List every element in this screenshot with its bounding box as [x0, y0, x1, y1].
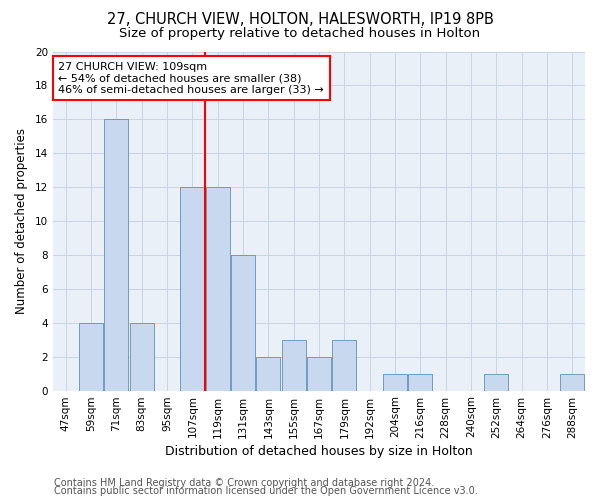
Bar	[206, 187, 230, 390]
Y-axis label: Number of detached properties: Number of detached properties	[15, 128, 28, 314]
Text: 27, CHURCH VIEW, HOLTON, HALESWORTH, IP19 8PB: 27, CHURCH VIEW, HOLTON, HALESWORTH, IP1…	[107, 12, 493, 28]
X-axis label: Distribution of detached houses by size in Holton: Distribution of detached houses by size …	[165, 444, 473, 458]
Bar	[104, 120, 128, 390]
Bar	[307, 356, 331, 390]
Bar	[383, 374, 407, 390]
Text: Contains public sector information licensed under the Open Government Licence v3: Contains public sector information licen…	[54, 486, 478, 496]
Bar	[231, 255, 255, 390]
Text: Contains HM Land Registry data © Crown copyright and database right 2024.: Contains HM Land Registry data © Crown c…	[54, 478, 434, 488]
Text: 27 CHURCH VIEW: 109sqm
← 54% of detached houses are smaller (38)
46% of semi-det: 27 CHURCH VIEW: 109sqm ← 54% of detached…	[58, 62, 324, 95]
Bar	[484, 374, 508, 390]
Bar	[332, 340, 356, 390]
Bar	[130, 323, 154, 390]
Text: Size of property relative to detached houses in Holton: Size of property relative to detached ho…	[119, 28, 481, 40]
Bar	[181, 187, 205, 390]
Bar	[560, 374, 584, 390]
Bar	[409, 374, 433, 390]
Bar	[79, 323, 103, 390]
Bar	[256, 356, 280, 390]
Bar	[281, 340, 306, 390]
